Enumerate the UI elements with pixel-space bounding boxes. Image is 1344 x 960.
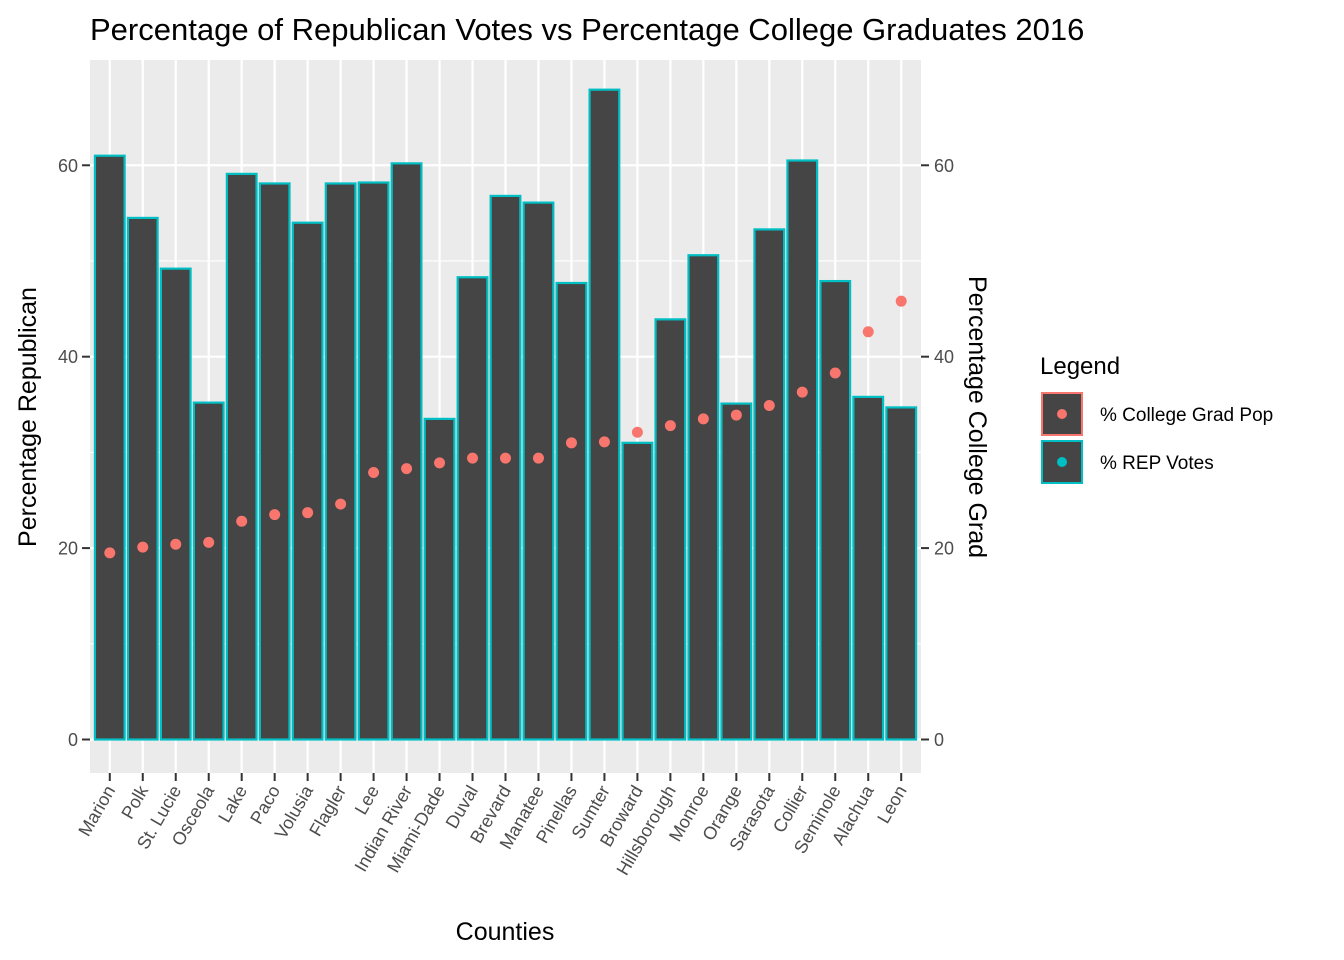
legend-dot-rep-votes <box>1057 457 1067 467</box>
bar-miami-dade <box>423 417 456 741</box>
chart-title: Percentage of Republican Votes vs Percen… <box>90 12 1084 47</box>
legend-label-college-grad: % College Grad Pop <box>1100 405 1273 426</box>
bar-paco <box>258 182 291 741</box>
y-tick-label-right: 20 <box>934 539 954 559</box>
y-tick-label-left: 40 <box>58 347 78 367</box>
bar-manatee <box>522 201 555 741</box>
bar-alachua <box>852 395 885 741</box>
bar-seminole <box>819 279 852 741</box>
point-leon <box>895 295 907 307</box>
bar-marion <box>93 154 126 741</box>
bar-monroe <box>687 254 720 741</box>
right-y-axis: 0 20 40 60 <box>921 156 954 750</box>
bar-series-rep-votes <box>93 88 918 741</box>
point-broward <box>631 426 643 438</box>
left-y-axis: 0 20 40 60 <box>58 156 90 750</box>
y-tick-label-right: 0 <box>934 730 944 750</box>
point-hillsborough <box>664 420 676 432</box>
x-axis-title: Counties <box>456 918 555 946</box>
point-marion <box>104 547 116 559</box>
bar-duval <box>456 276 489 741</box>
bar-polk <box>126 216 159 741</box>
point-sarasota <box>763 399 775 411</box>
point-volusia <box>302 507 314 519</box>
y-axis-title-left: Percentage Republican <box>14 287 42 547</box>
y-tick-label-right: 60 <box>934 156 954 176</box>
bar-orange <box>720 402 753 741</box>
bar-st-lucie <box>159 267 192 741</box>
bar-pinellas <box>555 281 588 741</box>
x-tick-label-lake: Lake <box>214 782 251 826</box>
point-paco <box>269 509 281 521</box>
point-indian-river <box>401 463 413 475</box>
point-manatee <box>532 452 544 464</box>
bar-brevard <box>489 194 522 741</box>
legend-item-college-grad: % College Grad Pop <box>1041 392 1273 436</box>
y-tick-label-left: 0 <box>68 730 78 750</box>
point-st-lucie <box>170 538 182 550</box>
bar-lee <box>357 181 390 741</box>
point-monroe <box>697 413 709 425</box>
legend-title: Legend <box>1040 353 1120 380</box>
legend-item-rep-votes: % REP Votes <box>1041 440 1214 484</box>
bar-indian-river <box>390 162 423 741</box>
bar-lake <box>225 172 258 741</box>
point-seminole <box>829 367 841 379</box>
point-alachua <box>862 326 874 338</box>
point-orange <box>730 409 742 421</box>
point-collier <box>796 386 808 398</box>
point-lee <box>368 466 380 478</box>
bar-hillsborough <box>654 318 687 741</box>
bar-osceola <box>192 401 225 741</box>
legend-dot-college-grad <box>1057 409 1067 419</box>
point-polk <box>137 541 149 553</box>
y-tick-label-left: 60 <box>58 156 78 176</box>
bar-sumter <box>588 88 621 741</box>
x-tick-label-leon: Leon <box>873 782 910 827</box>
bar-flagler <box>324 182 357 741</box>
y-tick-label-left: 20 <box>58 539 78 559</box>
point-lake <box>236 515 248 527</box>
y-tick-label-right: 40 <box>934 347 954 367</box>
point-brevard <box>500 452 511 464</box>
x-tick-label-marion: Marion <box>74 782 119 840</box>
bar-volusia <box>291 221 324 741</box>
point-pinellas <box>565 437 577 449</box>
x-tick-label-lee: Lee <box>351 782 383 818</box>
bar-sarasota <box>753 228 786 741</box>
legend-label-rep-votes: % REP Votes <box>1100 453 1214 474</box>
y-axis-title-right: Percentage College Grad <box>963 276 991 558</box>
point-sumter <box>598 436 610 448</box>
point-flagler <box>335 498 347 510</box>
bar-broward <box>621 441 654 741</box>
legend: Legend % College Grad Pop % REP Votes <box>1040 353 1273 484</box>
bar-collier <box>786 159 819 741</box>
bar-leon <box>885 406 918 741</box>
point-osceola <box>203 536 215 548</box>
point-series-college-grad <box>104 295 907 559</box>
point-miami-dade <box>434 457 446 469</box>
point-duval <box>467 452 479 464</box>
